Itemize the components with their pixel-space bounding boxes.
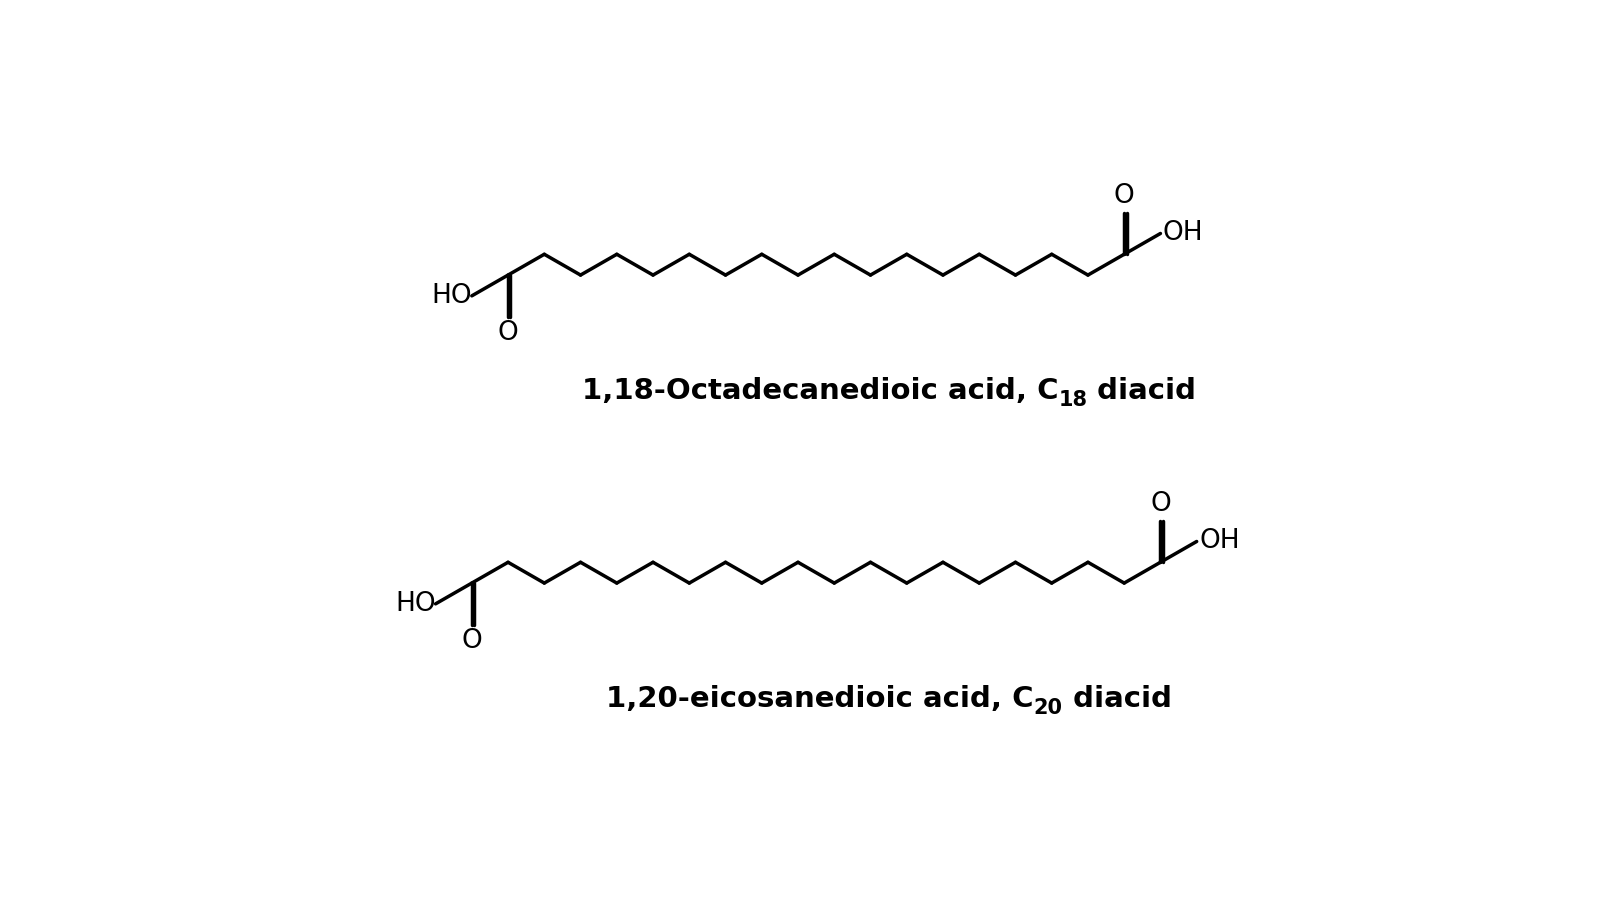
- Text: HO: HO: [395, 591, 435, 617]
- Text: 18: 18: [1058, 390, 1088, 410]
- Text: diacid: diacid: [1088, 377, 1197, 404]
- Text: OH: OH: [1163, 221, 1203, 246]
- Text: diacid: diacid: [1062, 685, 1171, 712]
- Text: 1,20-eicosanedioic acid, C: 1,20-eicosanedioic acid, C: [606, 685, 1034, 712]
- Text: HO: HO: [430, 283, 472, 309]
- Text: OH: OH: [1198, 528, 1240, 554]
- Text: O: O: [461, 629, 482, 654]
- Text: O: O: [1114, 183, 1134, 209]
- Text: 20: 20: [1034, 698, 1062, 718]
- Text: O: O: [1150, 491, 1171, 516]
- Text: 1,18-Octadecanedioic acid, C: 1,18-Octadecanedioic acid, C: [582, 377, 1058, 404]
- Text: O: O: [498, 321, 518, 346]
